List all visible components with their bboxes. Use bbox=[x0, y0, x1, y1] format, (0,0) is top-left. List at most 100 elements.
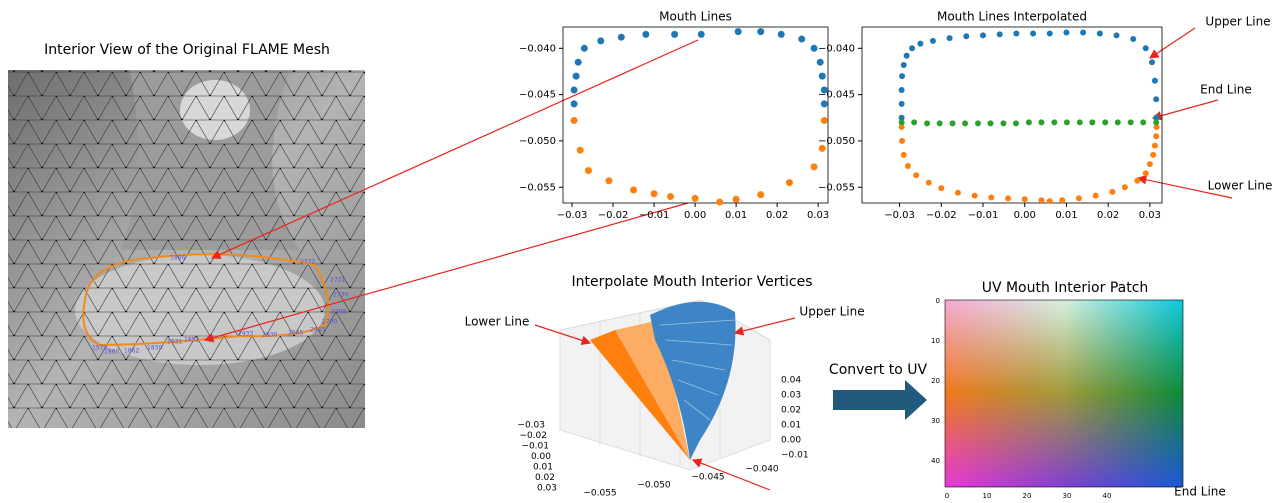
point bbox=[1005, 195, 1011, 201]
point bbox=[1114, 32, 1120, 38]
point bbox=[904, 53, 910, 59]
point bbox=[597, 37, 604, 44]
point bbox=[938, 185, 944, 191]
point bbox=[905, 163, 911, 169]
point bbox=[1089, 119, 1095, 125]
point bbox=[1134, 178, 1140, 184]
point bbox=[1076, 195, 1082, 201]
point bbox=[1153, 119, 1159, 125]
x-tick-label: 0.01 bbox=[725, 210, 747, 221]
point bbox=[1030, 30, 1036, 36]
point bbox=[1122, 184, 1128, 190]
mesh-image bbox=[8, 70, 365, 428]
point bbox=[899, 119, 905, 125]
point bbox=[1097, 30, 1103, 36]
point bbox=[1064, 119, 1070, 125]
page: { "mesh": {"title": "Interior View of th… bbox=[0, 0, 1280, 503]
point bbox=[757, 28, 764, 35]
point bbox=[997, 31, 1003, 37]
point bbox=[575, 59, 582, 66]
point bbox=[571, 117, 578, 124]
x-tick-label: 0.02 bbox=[1097, 210, 1119, 221]
point bbox=[1150, 152, 1156, 158]
x-tick-label: −0.01 bbox=[968, 210, 999, 221]
point bbox=[651, 190, 658, 197]
point bbox=[571, 100, 578, 107]
z-tick-label: 0.04 bbox=[781, 376, 801, 386]
x-tick-label: −0.02 bbox=[926, 210, 957, 221]
vertex-label: 2731 bbox=[330, 277, 345, 284]
x-tick-label: 30 bbox=[1063, 492, 1072, 500]
y-tick-label: 20 bbox=[931, 377, 940, 385]
x-tick-label: 20 bbox=[1023, 492, 1032, 500]
point bbox=[962, 120, 968, 126]
point bbox=[899, 73, 905, 79]
y-tick-label: −0.055 bbox=[519, 182, 556, 193]
point bbox=[1013, 30, 1019, 36]
vertex-label: 1860 bbox=[104, 349, 119, 356]
point bbox=[972, 193, 978, 199]
x-tick-label: 0.01 bbox=[533, 463, 553, 473]
point bbox=[667, 193, 674, 200]
point bbox=[821, 100, 828, 107]
plot3d-image bbox=[560, 300, 770, 470]
vertex-label: 1886 bbox=[170, 255, 185, 262]
vertex-label: 2730 bbox=[333, 292, 348, 299]
point bbox=[1128, 119, 1134, 125]
point bbox=[798, 36, 805, 43]
x-tick-label: 0.01 bbox=[1055, 210, 1077, 221]
point bbox=[605, 177, 612, 184]
point bbox=[909, 45, 915, 51]
point bbox=[630, 187, 637, 194]
vertex-label: 1862 bbox=[124, 348, 139, 355]
point bbox=[1153, 96, 1159, 102]
point bbox=[899, 138, 905, 144]
point bbox=[757, 191, 764, 198]
point bbox=[1147, 161, 1153, 167]
point bbox=[1063, 30, 1069, 36]
point bbox=[811, 45, 818, 52]
annotation: Upper Line bbox=[1205, 15, 1270, 29]
point bbox=[817, 59, 824, 66]
point bbox=[671, 31, 678, 38]
chart-title: Mouth Lines Interpolated bbox=[937, 10, 1087, 24]
plot3d-title: Interpolate Mouth Interior Vertices bbox=[571, 274, 812, 290]
point bbox=[901, 62, 907, 68]
x-tick-label: 0.03 bbox=[537, 484, 557, 494]
point bbox=[733, 196, 740, 203]
point bbox=[975, 120, 981, 126]
x-tick-label: −0.03 bbox=[884, 210, 915, 221]
point bbox=[698, 31, 705, 38]
x-tick-label: 0.00 bbox=[684, 210, 706, 221]
y-tick-label: −0.045 bbox=[818, 90, 855, 101]
uv-image bbox=[945, 300, 1183, 487]
point bbox=[786, 179, 793, 186]
annotation: End Line bbox=[1200, 83, 1252, 97]
x-tick-label: 0.02 bbox=[766, 210, 788, 221]
point bbox=[1080, 30, 1086, 36]
point bbox=[947, 35, 953, 41]
point bbox=[585, 167, 592, 174]
x-tick-label: −0.01 bbox=[639, 210, 670, 221]
point bbox=[1143, 170, 1149, 176]
vertex-label: 2930 bbox=[262, 332, 277, 339]
convert-label: Convert to UV bbox=[829, 362, 928, 378]
point bbox=[1153, 133, 1159, 139]
point bbox=[988, 194, 994, 200]
point bbox=[577, 147, 584, 154]
point bbox=[899, 87, 905, 93]
y-tick-label: −0.040 bbox=[519, 43, 556, 54]
point bbox=[1000, 120, 1006, 126]
point bbox=[980, 32, 986, 38]
y-tick-label: 40 bbox=[931, 457, 940, 465]
point bbox=[899, 101, 905, 107]
y-tick-label: 0 bbox=[936, 297, 940, 305]
x-tick-label: 0.00 bbox=[1014, 210, 1036, 221]
arrow bbox=[1153, 100, 1218, 118]
point bbox=[1102, 119, 1108, 125]
point bbox=[1152, 78, 1158, 84]
point bbox=[716, 199, 723, 206]
point bbox=[1059, 197, 1065, 203]
point bbox=[811, 163, 818, 170]
mesh-title: Interior View of the Original FLAME Mesh bbox=[44, 42, 330, 58]
